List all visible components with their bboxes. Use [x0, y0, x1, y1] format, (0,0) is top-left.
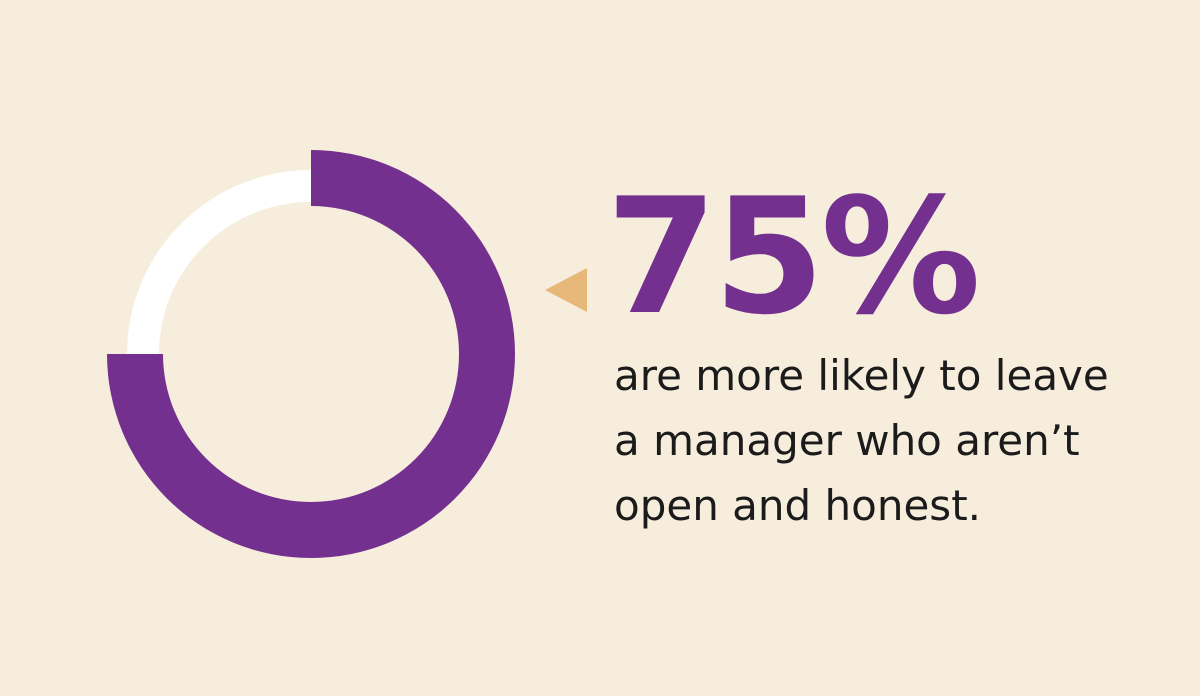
annotation-line: open and honest. [614, 481, 981, 530]
pointer-arrow [545, 268, 587, 312]
value-label: 75% [606, 163, 977, 350]
annotation-line: are more likely to leave [614, 351, 1109, 400]
annotation-line: a manager who aren’t [614, 416, 1080, 465]
